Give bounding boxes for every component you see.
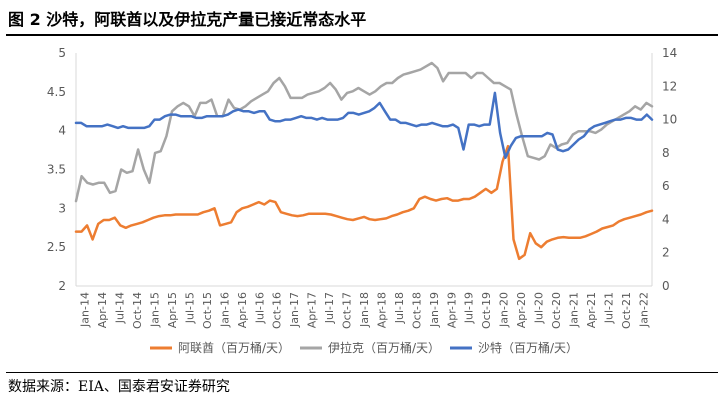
x-tick-label: Oct-18 (410, 292, 423, 329)
source-note: 数据来源：EIA、国泰君安证券研究 (8, 379, 230, 395)
y-left-tick-label: 4 (58, 124, 66, 138)
y-left-tick-label: 4.5 (47, 85, 66, 99)
y-right-tick-label: 4 (662, 212, 670, 226)
legend-label-iraq: 伊拉克（百万桶/天） (328, 340, 440, 355)
x-tick-label: Apr-19 (445, 292, 458, 328)
legend-label-uae: 阿联酋（百万桶/天） (178, 340, 290, 355)
x-tick-label: Apr-21 (585, 292, 598, 328)
x-tick-label: Oct-19 (480, 292, 493, 329)
x-tick-label: Jan-14 (79, 292, 92, 328)
x-tick-label: Jan-20 (498, 292, 511, 328)
x-tick-label: Apr-15 (166, 292, 179, 328)
x-tick-label: Apr-17 (306, 292, 319, 328)
x-tick-label: Jul-21 (602, 292, 615, 324)
figure-title: 图 2 沙特，阿联酋以及伊拉克产量已接近常态水平 (8, 10, 367, 29)
x-tick-label: Jan-18 (358, 292, 371, 328)
x-tick-label: Jul-20 (533, 292, 546, 324)
x-tick-label: Apr-16 (236, 292, 249, 328)
x-tick-label: Jan-19 (428, 292, 441, 328)
series-layer (74, 61, 654, 261)
x-tick-label: Oct-17 (341, 292, 354, 329)
y-right-tick-label: 12 (662, 79, 677, 93)
x-tick-label: Jul-19 (463, 292, 476, 324)
x-tick-label: Jul-18 (393, 292, 406, 324)
y-left-tick-label: 2 (58, 279, 66, 293)
y-left-tick-label: 3.5 (47, 163, 66, 177)
legend-label-saudi: 沙特（百万桶/天） (478, 340, 578, 355)
x-tick-label: Apr-20 (515, 292, 528, 328)
x-tick-label: Oct-15 (201, 292, 214, 329)
y-left-tick-label: 2.5 (47, 240, 66, 254)
x-tick-label: Apr-18 (375, 292, 388, 328)
y-right-tick-label: 8 (662, 146, 670, 160)
y-right-tick-label: 0 (662, 279, 670, 293)
x-tick-label: Jan-15 (149, 292, 162, 328)
x-tick-label: Jul-17 (323, 292, 336, 324)
y-right-tick-label: 2 (662, 246, 670, 260)
x-tick-label: Jul-15 (183, 292, 196, 324)
series-line-iraq (74, 61, 654, 203)
legend: 阿联酋（百万桶/天） 伊拉克（百万桶/天） 沙特（百万桶/天） (150, 340, 578, 355)
x-tick-label: Jul-14 (114, 292, 127, 324)
x-tick-label: Oct-21 (620, 292, 633, 329)
x-tick-label: Jul-16 (253, 292, 266, 324)
x-tick-label: Jan-21 (567, 292, 580, 328)
series-line-saudi (74, 91, 654, 160)
x-tick-label: Oct-20 (550, 292, 563, 329)
y-right-tick-label: 14 (662, 46, 677, 60)
title-rule (6, 34, 718, 36)
y-left-tick-label: 5 (58, 46, 66, 60)
y-right-tick-label: 10 (662, 113, 677, 127)
chart: 2 2.5 3 3.5 4 4.5 5 0 2 4 6 8 10 12 14 Jan-14 Apr-14 Jul-… (47, 46, 677, 355)
x-tick-label: Oct-16 (271, 292, 284, 329)
x-tick-label: Jan-17 (288, 292, 301, 328)
y-left-tick-label: 3 (58, 201, 66, 215)
x-tick-label: Apr-14 (96, 292, 109, 328)
chart-axes: 2 2.5 3 3.5 4 4.5 5 0 2 4 6 8 10 12 14 Jan-14 Apr-14 Jul-… (47, 46, 677, 329)
series-line-uae (74, 144, 654, 261)
x-tick-label: Jan-16 (218, 292, 231, 328)
x-tick-label: Jan-22 (637, 292, 650, 328)
y-right-tick-label: 6 (662, 179, 670, 193)
x-tick-label: Oct-14 (131, 292, 144, 329)
source-rule (6, 372, 718, 373)
